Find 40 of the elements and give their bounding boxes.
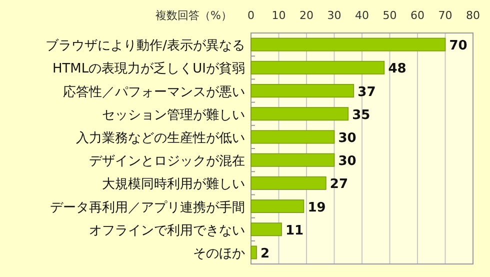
data-label: 48 bbox=[388, 62, 406, 77]
data-label: 35 bbox=[352, 108, 370, 123]
x-tick-label: 30 bbox=[327, 9, 342, 22]
x-tick-label: 60 bbox=[410, 9, 424, 22]
y-tick-label: 入力業務などの生産性が低い bbox=[76, 130, 245, 146]
y-tick-label: デザインとロジックが混在 bbox=[89, 154, 245, 170]
x-tick-label: 40 bbox=[355, 9, 369, 22]
y-tick-label: そのほか bbox=[193, 246, 245, 262]
bar bbox=[250, 222, 282, 236]
x-tick-label: 10 bbox=[272, 9, 286, 22]
bar bbox=[250, 84, 354, 98]
y-tick-label: セッション管理が難しい bbox=[102, 108, 245, 123]
x-axis-title: 複数回答（%） bbox=[156, 9, 232, 22]
data-label: 37 bbox=[358, 84, 376, 100]
x-tick-label: 80 bbox=[466, 9, 480, 22]
y-tick-label: 大規模同時利用が難しい bbox=[102, 177, 245, 192]
data-label: 11 bbox=[286, 223, 304, 238]
data-label: 2 bbox=[260, 246, 270, 262]
data-label: 30 bbox=[338, 130, 356, 146]
data-label: 70 bbox=[449, 38, 468, 54]
bar bbox=[250, 200, 304, 214]
data-label: 27 bbox=[330, 177, 348, 192]
y-tick-label: データ再利用／アプリ連携が手間 bbox=[50, 200, 245, 216]
bar bbox=[250, 130, 335, 144]
bar bbox=[250, 246, 257, 260]
x-tick-label: 70 bbox=[438, 9, 452, 22]
bar bbox=[250, 107, 349, 121]
bar bbox=[250, 38, 446, 52]
y-tick-label: HTMLの表現力が乏しくUIが貧弱 bbox=[52, 62, 245, 77]
x-tick-label: 50 bbox=[382, 9, 397, 22]
x-tick-label: 0 bbox=[248, 9, 254, 22]
data-label: 19 bbox=[308, 200, 326, 216]
y-tick-label: ブラウザにより動作/表示が異なる bbox=[46, 38, 245, 54]
y-tick-label: オフラインで利用できない bbox=[89, 223, 245, 238]
y-tick-label: 応答性／パフォーマンスが悪い bbox=[63, 84, 245, 100]
bar bbox=[250, 153, 335, 167]
x-tick-label: 20 bbox=[300, 9, 314, 22]
data-label: 30 bbox=[338, 154, 356, 170]
bar bbox=[250, 176, 326, 190]
bar bbox=[250, 60, 385, 74]
